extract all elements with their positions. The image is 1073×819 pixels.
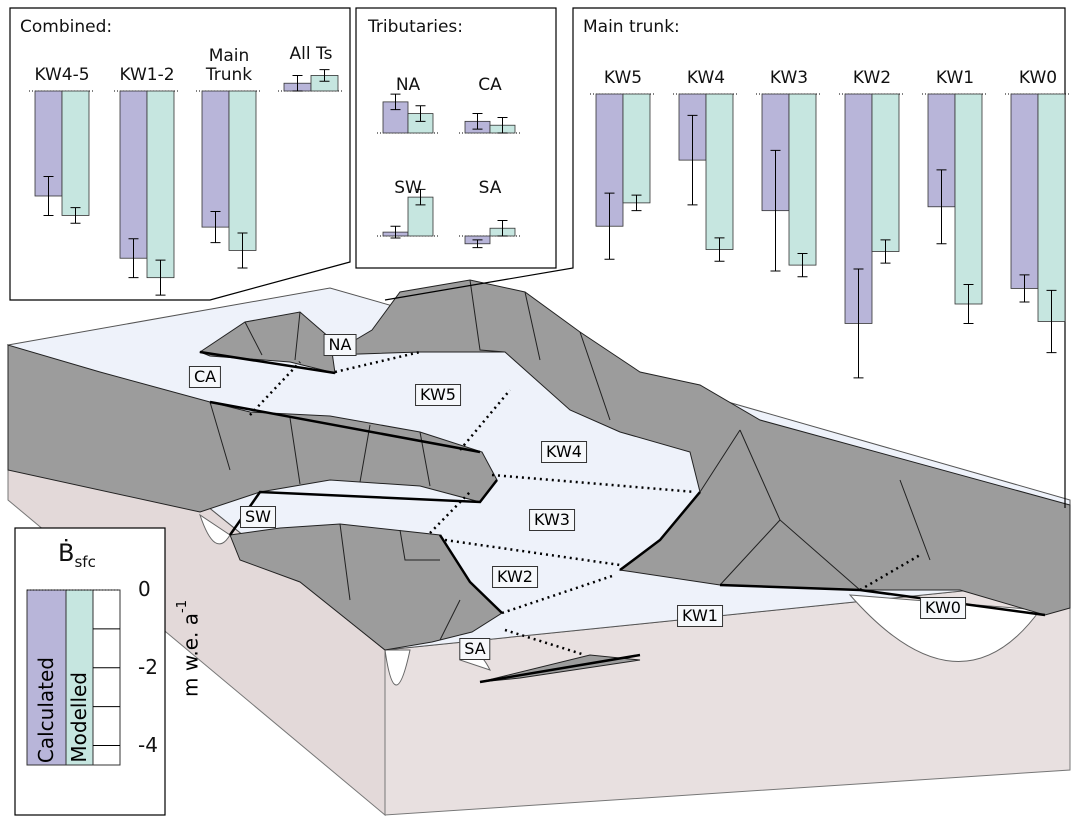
error-bar	[1019, 274, 1030, 303]
error-bar	[714, 237, 725, 262]
legend-scale	[92, 589, 121, 766]
error-bar	[415, 105, 426, 122]
error-bar	[43, 176, 54, 216]
panel-title: Tributaries:	[368, 17, 464, 37]
bar	[622, 93, 651, 204]
error-bar	[210, 211, 221, 244]
error-bar	[497, 116, 508, 134]
error-bar	[936, 169, 947, 245]
legend-entry: Calculated	[34, 656, 58, 763]
category-label: KW5	[603, 68, 643, 88]
category-label: Main Trunk	[205, 46, 253, 85]
zone-label: SA	[459, 638, 491, 660]
y-tick-label: 0	[138, 577, 151, 601]
bar	[1037, 93, 1066, 322]
error-bar	[155, 259, 166, 296]
panel-title: Combined:	[20, 17, 113, 37]
error-bar	[472, 239, 483, 249]
y-tick-label: -2	[138, 654, 158, 679]
error-bar	[770, 149, 781, 272]
zone-boundaries	[249, 350, 921, 657]
error-bar	[687, 114, 698, 206]
zone-label: KW5	[415, 384, 461, 406]
category-label: KW4	[686, 68, 726, 88]
bar	[201, 90, 230, 228]
category-label: KW1-2	[119, 65, 175, 85]
legend-bar	[65, 589, 94, 766]
error-bar	[797, 252, 808, 278]
bar	[119, 90, 148, 259]
zone-label: KW0	[920, 597, 966, 619]
zone-label: CA	[188, 366, 222, 388]
bar	[871, 93, 900, 252]
unit-label: m w.e. a-1	[175, 600, 203, 697]
bar	[146, 90, 175, 279]
bar	[788, 93, 817, 266]
error-bar	[631, 194, 642, 212]
error-bar	[604, 192, 615, 260]
ridge-lines	[209, 279, 931, 641]
category-label: SA	[478, 178, 502, 198]
legend-entry: Modelled	[67, 672, 91, 763]
category-label: CA	[478, 75, 502, 95]
error-bar	[415, 188, 426, 206]
bar	[954, 93, 983, 305]
bar-layer	[26, 69, 1071, 766]
category-label: KW0	[1018, 68, 1058, 88]
zone-label: KW4	[541, 441, 587, 463]
category-label: KW1	[935, 68, 975, 88]
bar	[1010, 93, 1039, 289]
category-label: SW	[394, 178, 422, 198]
legend-symbol: Ḃsfc	[58, 539, 96, 571]
category-label: NA	[395, 75, 421, 95]
zone-label: NA	[323, 334, 357, 356]
zone-label: KW1	[677, 605, 723, 627]
panel-title: Main trunk:	[583, 17, 680, 37]
error-bar	[880, 239, 891, 264]
glacier-outline	[199, 350, 1046, 684]
error-bar	[237, 232, 248, 269]
error-bar	[292, 74, 303, 92]
category-label: KW3	[769, 68, 809, 88]
category-label: KW2	[852, 68, 892, 88]
error-bar	[390, 93, 401, 111]
error-bar	[963, 284, 974, 324]
error-bar	[128, 238, 139, 279]
error-bar	[472, 113, 483, 130]
zone-label: KW3	[529, 509, 575, 531]
unit-exponent: -1	[175, 600, 190, 613]
error-bar	[319, 69, 330, 82]
error-bar	[390, 225, 401, 239]
y-tick-label: -4	[138, 732, 158, 757]
zone-label: SW	[240, 506, 276, 528]
legend-subscript: sfc	[74, 552, 96, 571]
zone-label: KW2	[492, 566, 538, 588]
bar	[228, 90, 257, 251]
category-label: All Ts	[289, 43, 333, 64]
valley-profile	[199, 513, 1041, 686]
category-label: KW4-5	[34, 65, 90, 85]
error-bar	[70, 207, 81, 224]
bar	[61, 90, 90, 216]
error-bar	[1046, 289, 1057, 354]
error-bar	[853, 268, 864, 379]
bar	[705, 93, 734, 250]
error-bar	[497, 219, 508, 237]
